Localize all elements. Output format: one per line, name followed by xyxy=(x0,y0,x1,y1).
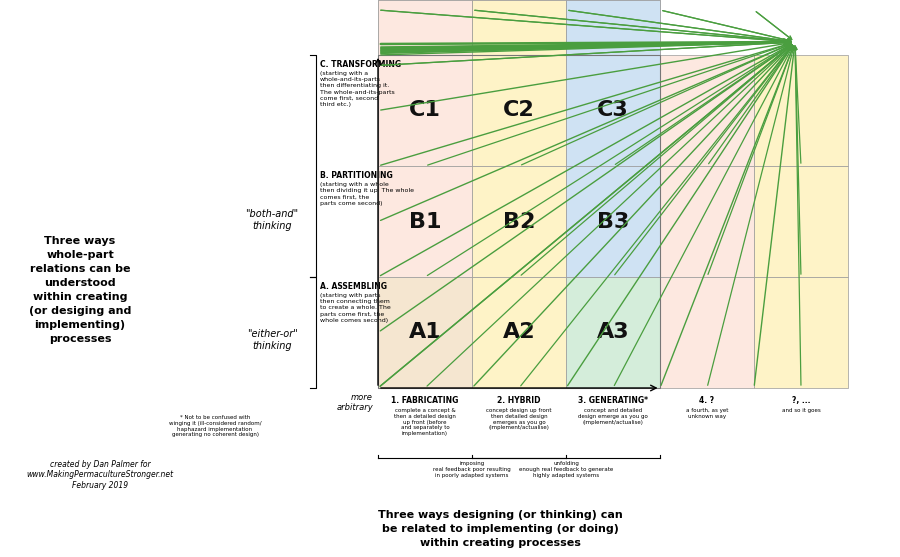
Bar xyxy=(472,166,566,277)
Bar xyxy=(660,166,754,277)
Text: created by Dan Palmer for
www.MakingPermacultureStronger.net
February 2019: created by Dan Palmer for www.MakingPerm… xyxy=(26,460,174,490)
Bar xyxy=(378,55,472,166)
Bar xyxy=(566,0,660,55)
Bar xyxy=(472,277,566,388)
Bar xyxy=(378,0,472,55)
Text: 4. ?: 4. ? xyxy=(699,396,715,405)
Text: concept design up front
then detailed design
emerges as you go
(implement/actual: concept design up front then detailed de… xyxy=(486,408,552,431)
Bar xyxy=(754,166,848,277)
Text: imposing
real feedback poor resulting
in poorly adapted systems: imposing real feedback poor resulting in… xyxy=(433,461,511,477)
Text: B3: B3 xyxy=(597,212,629,232)
Bar xyxy=(660,277,754,388)
Text: 2. HYBRID: 2. HYBRID xyxy=(497,396,541,405)
Text: (starting with a whole
then dividing it up. The whole
comes first, the
parts com: (starting with a whole then dividing it … xyxy=(320,182,414,206)
Bar xyxy=(378,166,472,277)
Bar xyxy=(566,0,660,55)
Bar xyxy=(472,0,566,55)
Text: A. ASSEMBLING: A. ASSEMBLING xyxy=(320,282,387,291)
Text: 1. FABRICATING: 1. FABRICATING xyxy=(392,396,459,405)
Bar xyxy=(754,55,848,166)
Text: concept and detailed
design emerge as you go
(implement/actualise): concept and detailed design emerge as yo… xyxy=(578,408,648,424)
Text: B2: B2 xyxy=(503,212,536,232)
Bar xyxy=(378,55,660,388)
Text: C2: C2 xyxy=(503,100,535,120)
Text: C3: C3 xyxy=(597,100,629,120)
Text: (starting with parts
then connecting them
to create a whole. The
parts come firs: (starting with parts then connecting the… xyxy=(320,293,391,323)
Text: * Not to be confused with
winging it (ill-considered random/
haphazard implement: * Not to be confused with winging it (il… xyxy=(168,415,261,437)
Bar xyxy=(660,55,754,166)
Text: Three ways
whole-part
relations can be
understood
within creating
(or desiging a: Three ways whole-part relations can be u… xyxy=(29,236,131,344)
Bar xyxy=(472,55,566,166)
Bar xyxy=(566,277,660,388)
Text: complete a concept &
then a detailed design
up front (before
and separately to
i: complete a concept & then a detailed des… xyxy=(394,408,456,436)
Text: C1: C1 xyxy=(410,100,441,120)
Bar xyxy=(378,277,472,388)
Text: ?, ...: ?, ... xyxy=(792,396,810,405)
Bar xyxy=(566,55,660,166)
Bar xyxy=(566,166,660,277)
Text: and so it goes: and so it goes xyxy=(781,408,821,413)
Text: A2: A2 xyxy=(503,323,536,343)
Text: a fourth, as yet
unknown way: a fourth, as yet unknown way xyxy=(686,408,728,419)
Bar xyxy=(754,277,848,388)
Text: (starting with a
whole-and-its-parts
then differentiating it.
The whole-and-its-: (starting with a whole-and-its-parts the… xyxy=(320,71,395,107)
Text: "both-and"
thinking: "both-and" thinking xyxy=(246,209,299,231)
Text: "either-or"
thinking: "either-or" thinking xyxy=(247,329,297,351)
Bar xyxy=(472,0,566,55)
Text: unfolding
enough real feedback to generate
highly adapted systems: unfolding enough real feedback to genera… xyxy=(519,461,613,477)
Text: A1: A1 xyxy=(409,323,441,343)
Text: more
arbitrary: more arbitrary xyxy=(337,393,373,412)
Text: B. PARTITIONING: B. PARTITIONING xyxy=(320,171,392,180)
Bar xyxy=(378,0,472,55)
Text: Three ways designing (or thinking) can
be related to implementing (or doing)
wit: Three ways designing (or thinking) can b… xyxy=(378,510,623,548)
Text: C. TRANSFORMING: C. TRANSFORMING xyxy=(320,60,401,69)
Text: 3. GENERATING*: 3. GENERATING* xyxy=(578,396,648,405)
Text: A3: A3 xyxy=(597,323,629,343)
Text: B1: B1 xyxy=(409,212,441,232)
